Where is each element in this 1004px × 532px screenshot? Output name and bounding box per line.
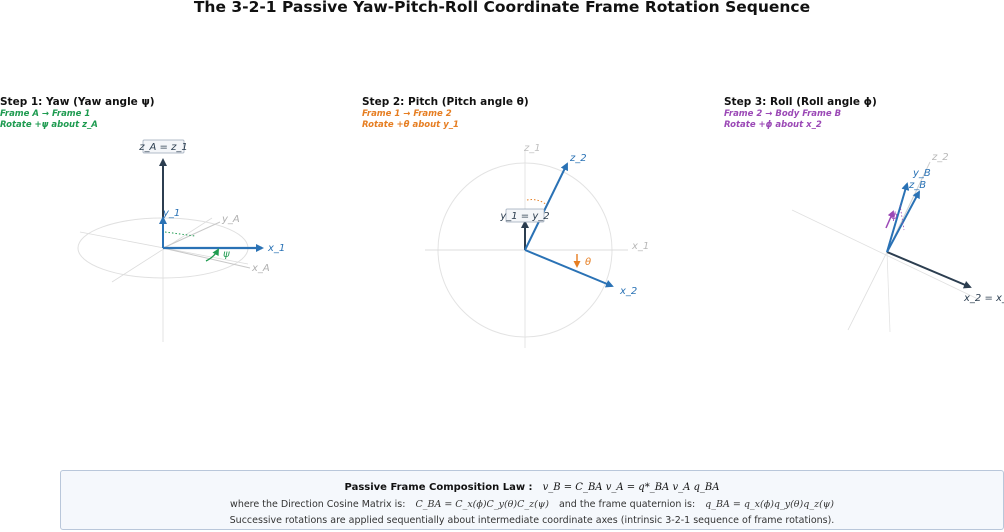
z1-label: z_1	[523, 143, 541, 154]
step-3-frame-line: Frame 2 → Body Frame B	[724, 109, 842, 119]
zA-z1-label: z_A = z_1	[138, 142, 187, 153]
step-2-rotate-line: Rotate +θ about y_1	[362, 120, 459, 130]
composition-law-formula: v_B = C_BA v_A = q*_BA v_A q_BA	[542, 482, 720, 493]
xA-label: x_A	[251, 263, 270, 274]
y1-y2-label-box	[505, 208, 545, 223]
y1-y2-label: y_1 = y_2	[499, 211, 549, 222]
step-1-faint-line	[111, 217, 213, 283]
rotation-diagrams: z_A = z_1 y_1 y_A x_1 x_A ψ y_1 = y_2 z_…	[77, 139, 1004, 348]
step-2-header: Step 2: Pitch (Pitch angle θ) Frame 1 → …	[362, 96, 642, 131]
x1-label-faint: x_1	[631, 241, 649, 252]
step-2-diagram: y_1 = y_2 z_1 z_2 x_1 x_2 θ	[425, 143, 649, 348]
step-3-faint-line	[847, 251, 888, 331]
phi-dotted	[899, 204, 905, 231]
theta-dotted-arc	[526, 199, 548, 206]
dcm-formula: C_BA = C_x(ϕ)C_y(θ)C_z(ψ)	[415, 499, 549, 510]
step-1-frame-line: Frame A → Frame 1	[0, 109, 91, 119]
zB-label: z_B	[908, 180, 926, 191]
step-3-header: Step 3: Roll (Roll angle ϕ) Frame 2 → Bo…	[724, 96, 1004, 131]
z2-label-faint: z_2	[931, 152, 949, 163]
x2-xB-axis	[886, 251, 972, 289]
step-1-header: Step 1: Yaw (Yaw angle ψ) Frame A → Fram…	[0, 96, 280, 131]
quaternion-formula: q_BA = q_x(ϕ)q_y(θ)q_z(ψ)	[705, 499, 834, 510]
z2-axis	[524, 162, 568, 251]
phi-arrow	[885, 210, 895, 229]
sequence-note: Successive rotations are applied sequent…	[229, 515, 835, 526]
psi-arc	[205, 248, 219, 262]
step-1-rotate-line: Rotate +ψ about z_A	[0, 120, 98, 130]
x2-label: x_2	[619, 286, 637, 297]
x2-axis	[524, 249, 614, 288]
page-title: The 3-2-1 Passive Yaw-Pitch-Roll Coordin…	[193, 0, 811, 16]
phi-label: ϕ	[891, 211, 898, 222]
step-3-title: Step 3: Roll (Roll angle ϕ)	[724, 96, 877, 108]
theta-label: θ	[585, 257, 591, 268]
step-3-diagram: z_2 y_B z_B ϕ x_2 = x_B	[791, 152, 1004, 333]
yB-label: y_B	[912, 168, 931, 179]
step-2-frame-line: Frame 1 → Frame 2	[362, 109, 452, 119]
z2-label: z_2	[569, 153, 587, 164]
psi-label: ψ	[223, 249, 230, 260]
yA-axis	[162, 221, 221, 249]
y1-dotted	[164, 231, 196, 237]
step-1-title: Step 1: Yaw (Yaw angle ψ)	[0, 96, 155, 108]
composition-law-line: Passive Frame Composition Law : v_B = C_B…	[61, 482, 1003, 494]
zA-z1-label-box	[142, 139, 185, 154]
yA-label: y_A	[221, 214, 240, 225]
xA-axis	[162, 247, 251, 269]
step-3-rotate-line: Rotate +ϕ about x_2	[724, 120, 822, 130]
step-1-diagram: z_A = z_1 y_1 y_A x_1 x_A ψ	[77, 139, 285, 342]
quaternion-text: and the frame quaternion is:	[558, 499, 696, 510]
y1-label: y_1	[162, 208, 180, 219]
composition-law-box: Passive Frame Composition Law : v_B = C_B…	[60, 470, 1004, 530]
composition-law-label: Passive Frame Composition Law :	[344, 482, 533, 493]
dcm-text: where the Direction Cosine Matrix is:	[230, 499, 406, 510]
x2-xB-label: x_2 = x_B	[963, 293, 1004, 304]
step-2-title: Step 2: Pitch (Pitch angle θ)	[362, 96, 529, 108]
step-3-faint-line	[886, 251, 891, 333]
yB-axis	[886, 182, 910, 253]
x1-label: x_1	[267, 243, 285, 254]
step-3-faint-line	[791, 209, 981, 301]
zB-axis	[886, 190, 920, 253]
dcm-quaternion-line: where the Direction Cosine Matrix is: C_B…	[61, 499, 1003, 511]
